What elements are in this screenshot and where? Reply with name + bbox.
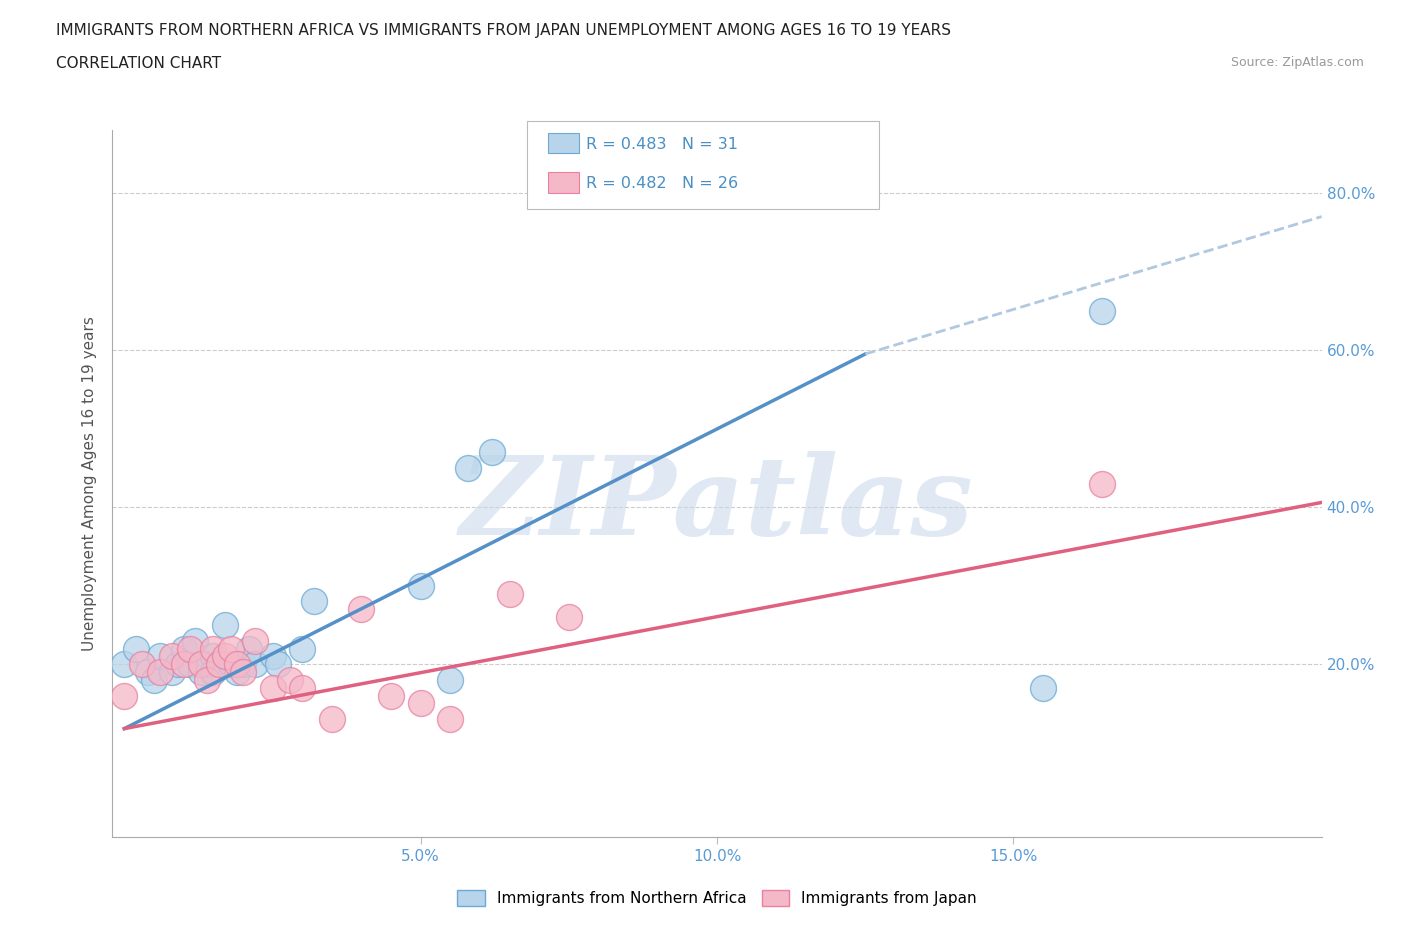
Point (190, 665, 212, 680)
Point (558, 610, 581, 625)
Text: IMMIGRANTS FROM NORTHERN AFRICA VS IMMIGRANTS FROM JAPAN UNEMPLOYMENT AMONG AGES: IMMIGRANTS FROM NORTHERN AFRICA VS IMMIG… (56, 23, 952, 38)
Point (208, 657, 231, 671)
Point (278, 672, 301, 687)
Point (136, 665, 159, 680)
Point (321, 711, 343, 726)
Point (1032, 681, 1054, 696)
Text: Source: ZipAtlas.com: Source: ZipAtlas.com (1230, 56, 1364, 69)
Point (226, 665, 249, 680)
Point (457, 460, 479, 475)
Point (112, 657, 135, 671)
Point (439, 711, 461, 726)
Point (232, 665, 254, 680)
Point (380, 688, 402, 703)
Point (291, 641, 314, 656)
Point (350, 602, 373, 617)
Point (160, 665, 183, 680)
Point (267, 657, 290, 671)
Point (160, 649, 183, 664)
Point (232, 657, 254, 671)
Point (1091, 476, 1114, 491)
Point (149, 649, 172, 664)
Point (219, 657, 242, 671)
Point (243, 657, 266, 671)
Point (439, 672, 461, 687)
Point (214, 618, 236, 632)
Point (291, 681, 314, 696)
Point (179, 657, 201, 671)
Point (179, 641, 201, 656)
Text: R = 0.482   N = 26: R = 0.482 N = 26 (586, 176, 738, 191)
Text: ZIPatlas: ZIPatlas (460, 451, 974, 559)
Point (190, 657, 212, 671)
Point (238, 641, 260, 656)
Point (262, 649, 284, 664)
Y-axis label: Unemployment Among Ages 16 to 19 years: Unemployment Among Ages 16 to 19 years (82, 316, 97, 651)
Point (112, 688, 135, 703)
Point (302, 594, 325, 609)
Point (202, 641, 225, 656)
Point (125, 641, 148, 656)
Point (195, 672, 218, 687)
Text: R = 0.483   N = 31: R = 0.483 N = 31 (586, 137, 738, 152)
Point (202, 665, 225, 680)
Legend: Immigrants from Northern Africa, Immigrants from Japan: Immigrants from Northern Africa, Immigra… (453, 885, 981, 910)
Point (214, 649, 236, 664)
Point (226, 657, 249, 671)
Point (409, 696, 432, 711)
Point (149, 665, 172, 680)
Point (219, 641, 242, 656)
Text: CORRELATION CHART: CORRELATION CHART (56, 56, 221, 71)
Point (166, 657, 188, 671)
Point (208, 657, 231, 671)
Point (262, 681, 284, 696)
Point (202, 649, 225, 664)
Point (243, 633, 266, 648)
Point (409, 578, 432, 593)
Point (1091, 303, 1114, 318)
Point (131, 657, 153, 671)
Point (481, 445, 503, 459)
Point (173, 657, 195, 671)
Point (143, 672, 166, 687)
Point (195, 657, 218, 671)
Point (173, 641, 195, 656)
Point (184, 633, 207, 648)
Point (498, 586, 520, 601)
